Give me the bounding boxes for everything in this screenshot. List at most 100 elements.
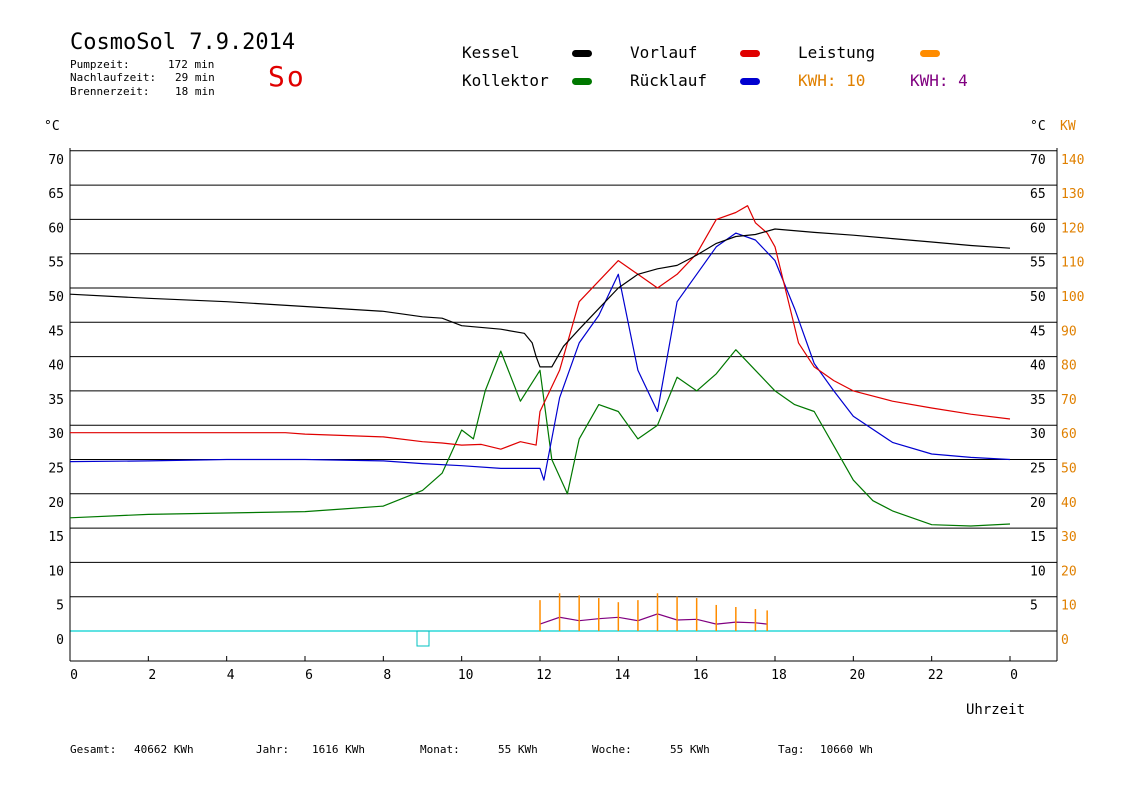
series-ruecklauf <box>69 232 1011 481</box>
footer-gesamt-value: 40662 KWh <box>134 743 194 756</box>
y-tick-kw-110: 110 <box>1061 256 1084 271</box>
legend-ruecklauf-label: Rücklauf <box>630 71 708 90</box>
pump-time-label: Pumpzeit: <box>70 58 130 71</box>
x-tick-1: 2 <box>148 668 156 683</box>
y-tick-kw-20: 20 <box>1061 564 1077 579</box>
y-tick-kw-30: 30 <box>1061 530 1077 545</box>
legend-kessel-label: Kessel <box>462 43 520 62</box>
y-tick-right-5: 5 <box>1030 599 1038 614</box>
legend-kollektor-label: Kollektor <box>462 71 549 90</box>
legend-kwh-brenner: KWH: 4 <box>910 71 968 90</box>
series-leistung-base <box>539 613 768 625</box>
brenner-time-value: 18 min <box>175 85 215 98</box>
y-tick-right-60: 60 <box>1030 221 1046 236</box>
series-kessel <box>69 228 1011 368</box>
y-tick-left-5: 5 <box>56 599 64 614</box>
y-tick-kw-130: 130 <box>1061 187 1084 202</box>
y-tick-kw-100: 100 <box>1061 290 1084 305</box>
y-tick-left-50: 50 <box>48 290 64 305</box>
x-tick-4: 8 <box>383 668 391 683</box>
y-tick-right-10: 10 <box>1030 564 1046 579</box>
y-tick-left-20: 20 <box>48 496 64 511</box>
y-tick-left-0: 0 <box>56 633 64 648</box>
y-tick-left-25: 25 <box>48 462 64 477</box>
y-tick-kw-120: 120 <box>1061 221 1084 236</box>
footer-tag-label: Tag: <box>778 743 805 756</box>
x-tick-2: 4 <box>227 668 235 683</box>
legend-leistung-label: Leistung <box>798 43 876 62</box>
brenner-time-label: Brennerzeit: <box>70 85 150 98</box>
y-tick-kw-80: 80 <box>1061 359 1077 374</box>
nachlauf-time-label: Nachlaufzeit: <box>70 71 157 84</box>
footer-woche-value: 55 KWh <box>670 743 710 756</box>
y-tick-left-45: 45 <box>48 324 64 339</box>
y-tick-left-70: 70 <box>48 153 64 168</box>
legend-leistung-swatch <box>920 50 940 57</box>
footer-jahr-label: Jahr: <box>256 743 290 756</box>
y-tick-right-70: 70 <box>1030 153 1046 168</box>
y-tick-left-15: 15 <box>48 530 64 545</box>
y-tick-left-30: 30 <box>48 427 64 442</box>
y-tick-kw-90: 90 <box>1061 324 1077 339</box>
x-tick-10: 20 <box>850 668 866 683</box>
footer-monat-value: 55 KWh <box>498 743 538 756</box>
y-tick-right-45: 45 <box>1030 324 1046 339</box>
chart-axes <box>69 148 1058 662</box>
x-tick-3: 6 <box>305 668 313 683</box>
y-tick-kw-70: 70 <box>1061 393 1077 408</box>
pump-time-value: 172 min <box>168 58 215 71</box>
legend-kwh-solar: KWH: 10 <box>798 71 866 90</box>
footer-jahr-value: 1616 KWh <box>312 743 365 756</box>
y-tick-kw-40: 40 <box>1061 496 1077 511</box>
x-axis-title: Uhrzeit <box>966 702 1026 718</box>
y-tick-kw-10: 10 <box>1061 599 1077 614</box>
y-tick-right-30: 30 <box>1030 427 1046 442</box>
y-tick-kw-0: 0 <box>1061 633 1069 648</box>
y-tick-kw-50: 50 <box>1061 462 1077 477</box>
y-tick-left-65: 65 <box>48 187 64 202</box>
y-axis-right2-unit: KW <box>1060 119 1076 134</box>
legend-kessel-swatch <box>572 50 592 57</box>
x-tick-6: 12 <box>536 668 552 683</box>
y-tick-kw-60: 60 <box>1061 427 1077 442</box>
nachlauf-time-value: 29 min <box>175 71 215 84</box>
series-vorlauf <box>70 205 1011 450</box>
x-tick-9: 18 <box>771 668 787 683</box>
day-label: So <box>268 60 306 93</box>
legend-vorlauf-swatch <box>740 50 760 57</box>
x-tick-11: 22 <box>928 668 944 683</box>
y-tick-left-35: 35 <box>48 393 64 408</box>
footer-monat-label: Monat: <box>420 743 460 756</box>
y-tick-right-20: 20 <box>1030 496 1046 511</box>
y-tick-left-10: 10 <box>48 564 64 579</box>
time-cursor-marker[interactable] <box>416 630 430 647</box>
y-tick-right-35: 35 <box>1030 393 1046 408</box>
x-tick-12: 0 <box>1010 668 1018 683</box>
legend-kollektor-swatch <box>572 78 592 85</box>
footer-woche-label: Woche: <box>592 743 632 756</box>
y-axis-left-unit: °C <box>44 119 60 134</box>
legend-vorlauf-label: Vorlauf <box>630 43 698 62</box>
chart-ticks: 0510152025303540455055606570510152025303… <box>48 153 1084 683</box>
y-tick-kw-140: 140 <box>1061 153 1084 168</box>
y-tick-left-60: 60 <box>48 221 64 236</box>
y-tick-right-25: 25 <box>1030 462 1046 477</box>
x-tick-7: 14 <box>615 668 631 683</box>
x-tick-0: 0 <box>70 668 78 683</box>
chart-series <box>69 205 1011 631</box>
x-tick-5: 10 <box>458 668 474 683</box>
y-tick-right-50: 50 <box>1030 290 1046 305</box>
footer-gesamt-label: Gesamt: <box>70 743 117 756</box>
y-tick-right-15: 15 <box>1030 530 1046 545</box>
page-title: CosmoSol 7.9.2014 <box>70 30 296 55</box>
y-tick-left-40: 40 <box>48 359 64 374</box>
y-axis-right-unit: °C <box>1030 119 1046 134</box>
series-kollektor <box>69 349 1011 527</box>
y-tick-right-40: 40 <box>1030 359 1046 374</box>
chart-grid <box>70 150 1057 632</box>
y-tick-right-65: 65 <box>1030 187 1046 202</box>
y-tick-right-55: 55 <box>1030 256 1046 271</box>
footer-tag-value: 10660 Wh <box>820 743 873 756</box>
x-tick-8: 16 <box>693 668 709 683</box>
